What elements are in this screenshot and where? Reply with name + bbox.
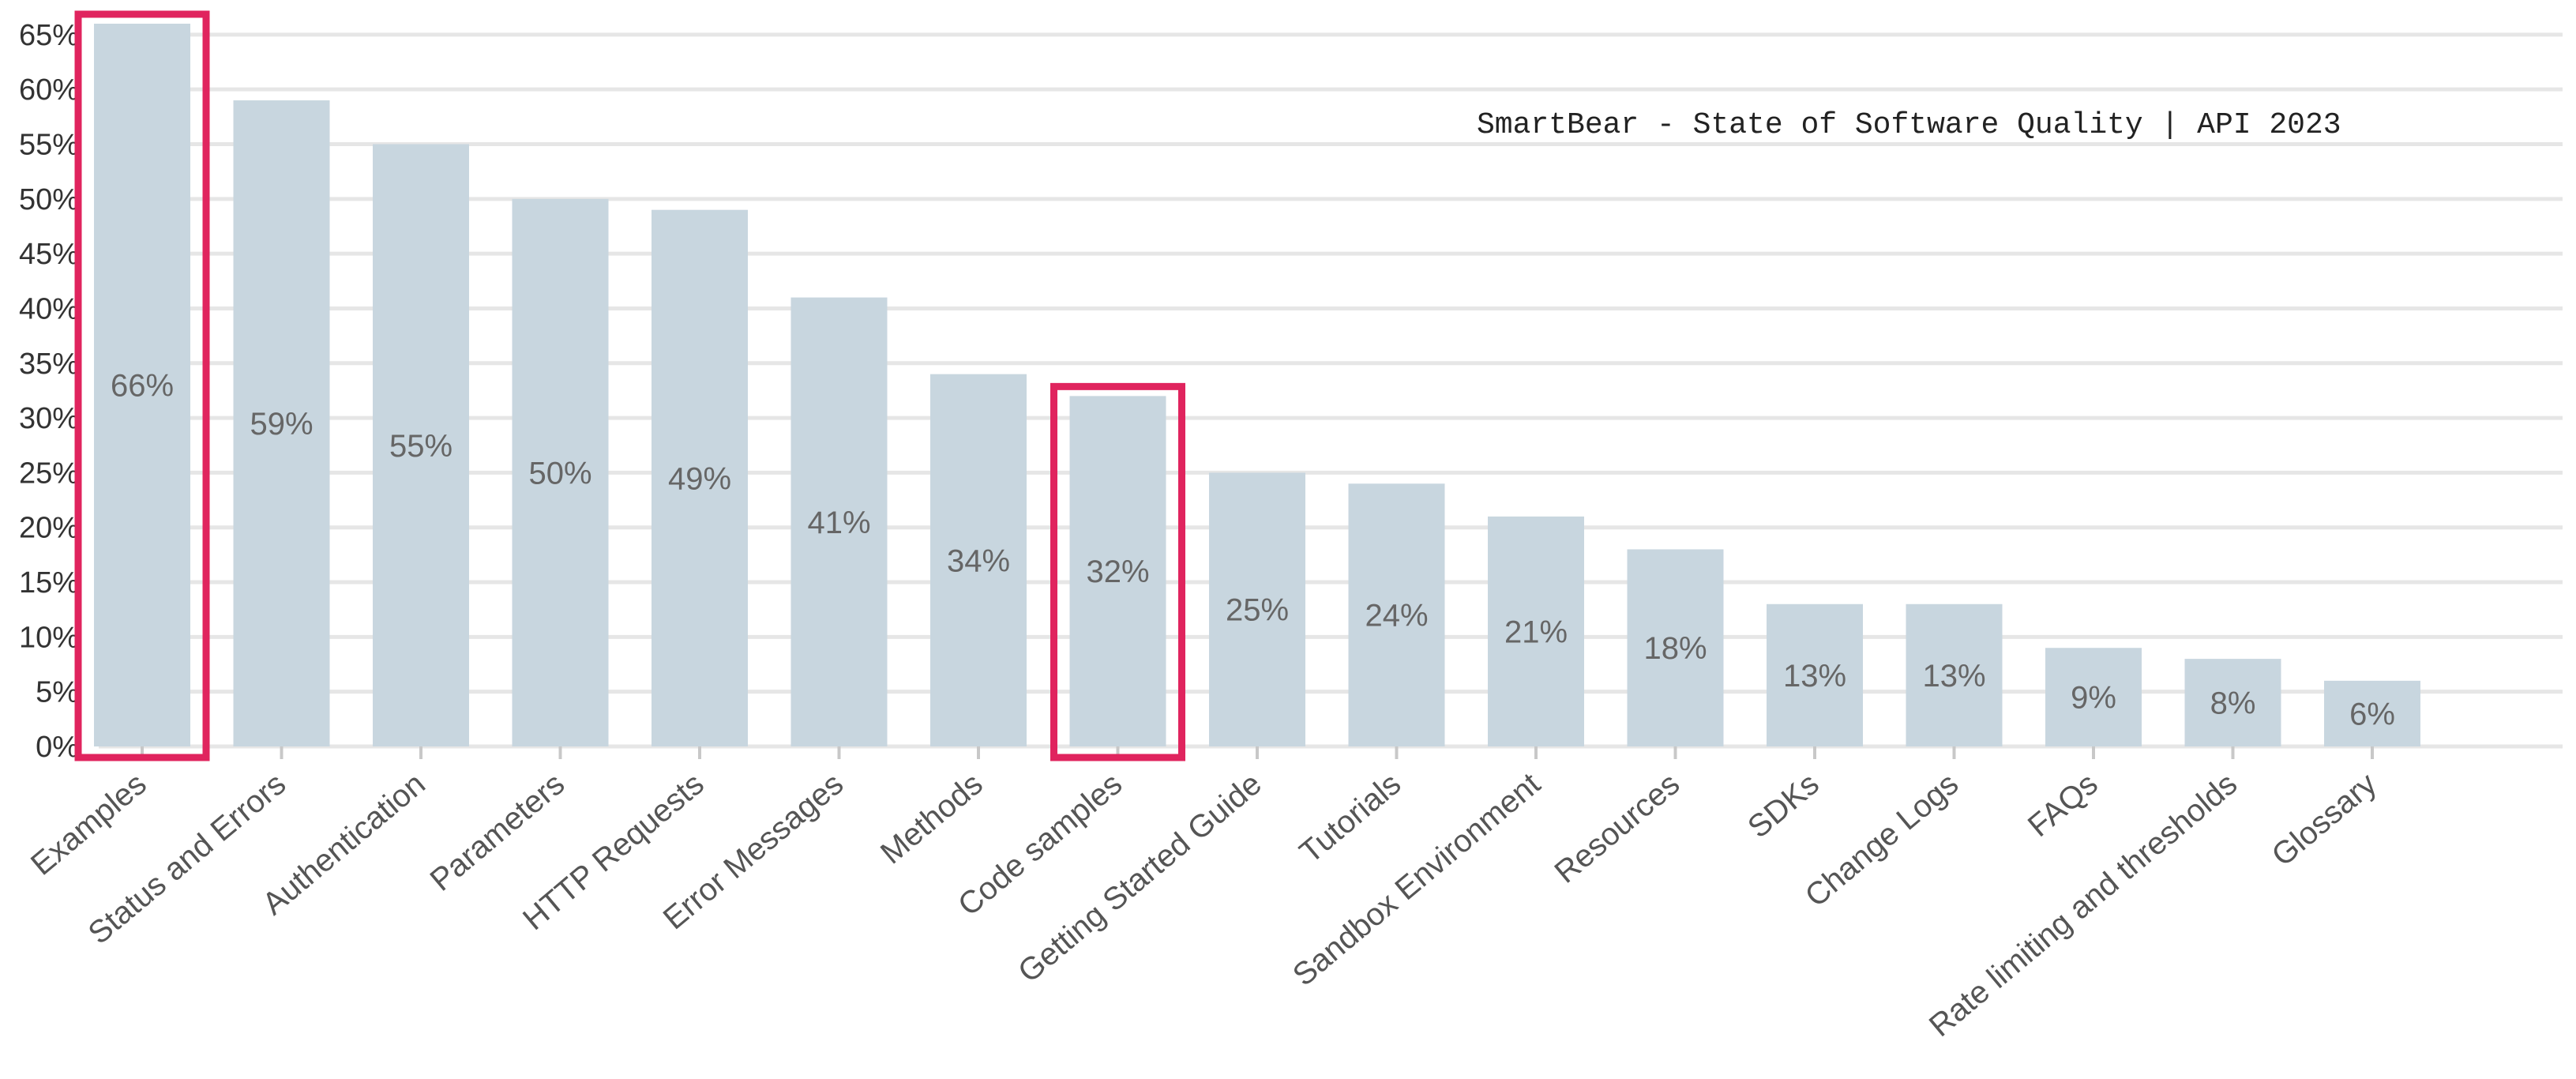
bar [652,209,748,746]
data-label: 66% [111,369,174,404]
y-tick-label: 10% [19,621,79,654]
bar [2045,648,2142,746]
data-labels: 66% 59% 55% 50% 49% 41% 34% 32% 25% 24% 21% 18% 13% 1… [111,369,2395,732]
data-label: 13% [1922,659,1985,694]
bars [94,24,2420,746]
x-tick-label: Getting Started Guide [1012,766,1268,989]
y-tick-label: 35% [19,348,79,381]
y-tick-label: 0% [36,731,79,764]
data-label: 18% [1643,631,1707,666]
highlight-box [74,10,210,761]
x-tick-label: Examples [24,766,153,882]
data-label: 50% [528,456,591,491]
y-tick-label: 5% [36,676,79,709]
source-annotation: SmartBear - State of Software Quality | … [1477,108,2341,142]
data-label: 41% [807,506,870,540]
y-tick-label: 55% [19,129,79,162]
x-tick-label: Sandbox Environment [1286,766,1547,993]
data-label: 6% [2349,697,2395,731]
x-tick-label: Change Logs [1799,766,1966,914]
x-tick-label: Tutorials [1294,766,1408,870]
y-tick-label: 65% [19,19,79,52]
y-tick-label: 15% [19,566,79,600]
bar [1767,603,1863,746]
data-label: 55% [389,429,452,464]
bar [1069,396,1166,746]
highlight-boxes [74,10,1185,761]
y-tick-label: 20% [19,512,79,545]
data-label: 9% [2071,681,2116,716]
bar [1906,603,2003,746]
y-tick-label: 45% [19,238,79,271]
y-tick-label: 60% [19,73,79,107]
bar [1348,483,1445,746]
data-label: 21% [1504,615,1568,649]
bar [233,100,330,746]
highlight-box [1050,382,1185,761]
data-label: 34% [947,543,1010,578]
x-tick-label: SDKs [1741,766,1826,844]
bar [1488,516,1584,746]
bar [1627,549,1724,746]
data-label: 59% [250,407,313,442]
bar [1209,472,1305,746]
x-tick-label: Methods [874,766,989,870]
y-tick-label: 25% [19,457,79,490]
data-label: 49% [668,461,731,496]
bar [2324,680,2420,746]
bar [2184,659,2281,746]
x-tick-label: Glossary [2266,766,2383,873]
bar [373,144,469,746]
data-label: 8% [2210,686,2256,721]
bar [512,198,609,746]
y-tick-label: 30% [19,402,79,435]
data-label: 24% [1365,599,1428,633]
data-label: 13% [1783,659,1846,694]
y-axis: 0% 5% 10% 15% 20% 25% 30% 35% 40% 45% 50% 55% 60% 65% [19,19,79,764]
data-label: 32% [1086,555,1149,589]
x-tick-label: Parameters [424,766,572,898]
gridlines [99,32,2563,749]
x-tick-label: Resources [1549,766,1687,890]
bar [930,374,1027,746]
y-tick-label: 40% [19,292,79,325]
y-tick-label: 50% [19,183,79,216]
x-tick-label: FAQs [2022,766,2105,844]
data-label: 25% [1226,593,1289,628]
bar [94,24,190,746]
bar [790,297,888,746]
